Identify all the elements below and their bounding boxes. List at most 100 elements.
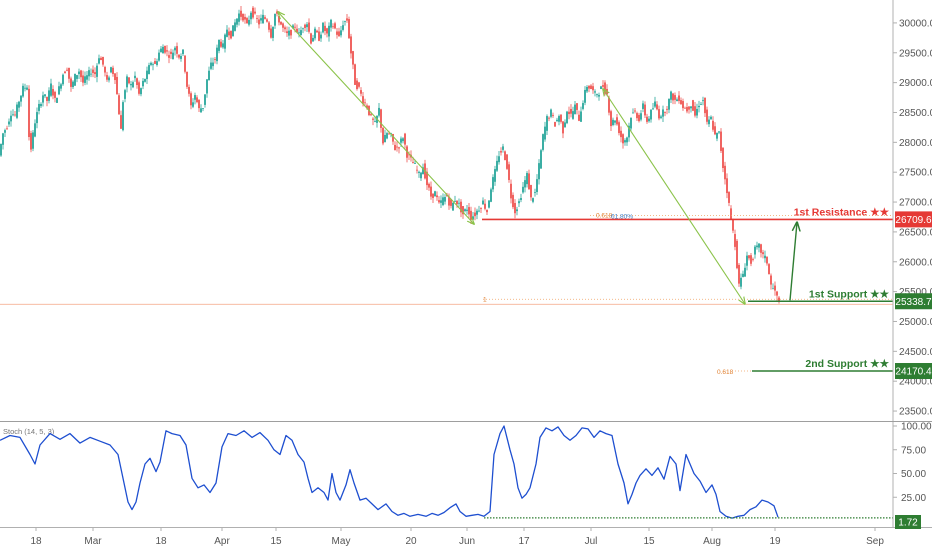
stoch-tick-label: 100.00 [901, 422, 932, 433]
candle-body [374, 120, 376, 122]
candle-body [246, 18, 248, 24]
candle-body [458, 202, 460, 204]
candle-body [388, 133, 390, 135]
stoch-indicator-label: Stoch (14, 5, 3) [3, 427, 55, 436]
candle-body [562, 121, 564, 134]
fib-1-label: 1 [483, 296, 487, 303]
projection-arrow [789, 222, 797, 301]
price-tick-label: 30000.0 [899, 18, 932, 29]
candle-body [260, 18, 262, 21]
candle-body [684, 107, 686, 109]
price-tag-label: 24170.4 [895, 367, 932, 378]
candle-body [324, 25, 326, 31]
candle-body [776, 291, 778, 296]
candle-body [40, 103, 42, 107]
candle-body [622, 134, 624, 144]
candle-body [412, 162, 414, 164]
candle-body [272, 26, 274, 38]
candle-body [538, 163, 540, 180]
candle-body [710, 116, 712, 120]
candle-body [198, 100, 200, 109]
candle-body [20, 95, 22, 102]
price-tick-label: 24500.0 [899, 347, 932, 358]
candle-body [92, 69, 94, 73]
candle-body [430, 186, 432, 197]
candle-body [330, 19, 332, 28]
candle-body [624, 140, 626, 143]
candle-body [182, 49, 184, 55]
candle-body [106, 75, 108, 80]
candle-body [60, 84, 62, 89]
candle-body [552, 114, 554, 116]
candle-body [46, 96, 48, 101]
candle-body [58, 86, 60, 95]
candle-body [342, 25, 344, 30]
candle-body [734, 234, 736, 247]
candle-body [602, 85, 604, 87]
candle-body [380, 109, 382, 128]
candle-body [44, 94, 46, 97]
candle-body [240, 10, 242, 17]
candle-body [16, 104, 18, 118]
candle-body [108, 77, 110, 81]
candle-body [516, 209, 518, 212]
candle-body [218, 39, 220, 51]
support-2-label: 2nd Support ★★ [805, 358, 889, 370]
candle-body [668, 98, 670, 110]
candle-body [36, 112, 38, 124]
candle-body [580, 111, 582, 122]
candle-body [442, 197, 444, 205]
candle-body [636, 113, 638, 119]
candle-body [204, 94, 206, 105]
candle-body [500, 151, 502, 153]
candle-body [72, 81, 74, 88]
candle-body [674, 95, 676, 100]
candle-body [716, 132, 718, 139]
candle-body [120, 115, 122, 129]
overlays: 1st Resistance ★★ 1st Support ★★ 2nd Suppo… [0, 12, 893, 376]
time-tick-label: Sep [866, 536, 884, 547]
candle-body [196, 97, 198, 103]
candle-body [740, 277, 742, 287]
candle-body [646, 116, 648, 122]
candle-body [160, 48, 162, 53]
candle-body [456, 200, 458, 205]
candle-body [22, 85, 24, 97]
candle-body [222, 43, 224, 48]
candle-body [506, 154, 508, 169]
candle-body [188, 86, 190, 94]
candle-body [310, 33, 312, 44]
candle-body [176, 46, 178, 54]
candle-body [64, 71, 66, 74]
candle-body [586, 86, 588, 92]
candle-body [282, 23, 284, 28]
candle-body [242, 13, 244, 21]
candle-body [678, 95, 680, 101]
candle-body [126, 76, 128, 88]
candle-body [766, 256, 768, 264]
candle-body [566, 111, 568, 124]
candle-body [158, 52, 160, 61]
candle-body [414, 163, 416, 164]
candle-body [440, 200, 442, 203]
candle-body [494, 169, 496, 182]
candle-body [290, 29, 292, 36]
candle-body [730, 208, 732, 220]
candle-body [104, 66, 106, 73]
candle-body [638, 114, 640, 122]
candle-body [572, 111, 574, 119]
candle-body [612, 119, 614, 126]
candle-body [84, 76, 86, 83]
candle-body [732, 219, 734, 231]
candle-body [700, 104, 702, 106]
candle-body [262, 14, 264, 24]
price-tick-label: 29000.0 [899, 78, 932, 89]
candle-body [452, 202, 454, 211]
candle-body [214, 59, 216, 60]
time-tick-label: 20 [405, 536, 417, 547]
time-tick-label: 15 [643, 536, 655, 547]
time-tick-label: Aug [703, 536, 721, 547]
stoch-tick-label: 25.00 [901, 493, 926, 504]
price-tick-label: 25000.0 [899, 317, 932, 328]
candle-body [712, 120, 714, 130]
